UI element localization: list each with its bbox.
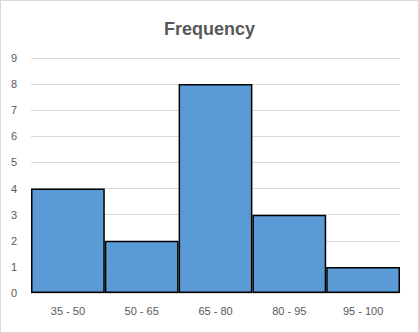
svg-text:50 - 65: 50 - 65 [125, 305, 159, 317]
svg-text:95 - 100: 95 - 100 [343, 305, 383, 317]
svg-text:35 - 50: 35 - 50 [51, 305, 85, 317]
svg-text:3: 3 [11, 209, 17, 221]
svg-text:4: 4 [11, 183, 17, 195]
svg-text:0: 0 [11, 287, 17, 299]
svg-text:80 - 95: 80 - 95 [272, 305, 306, 317]
svg-text:8: 8 [11, 78, 17, 90]
svg-text:7: 7 [11, 104, 17, 116]
svg-text:65 - 80: 65 - 80 [198, 305, 232, 317]
svg-text:5: 5 [11, 156, 17, 168]
svg-text:2: 2 [11, 235, 17, 247]
svg-text:9: 9 [11, 52, 17, 64]
svg-text:1: 1 [11, 261, 17, 273]
svg-text:Frequency: Frequency [164, 19, 255, 39]
svg-text:6: 6 [11, 130, 17, 142]
